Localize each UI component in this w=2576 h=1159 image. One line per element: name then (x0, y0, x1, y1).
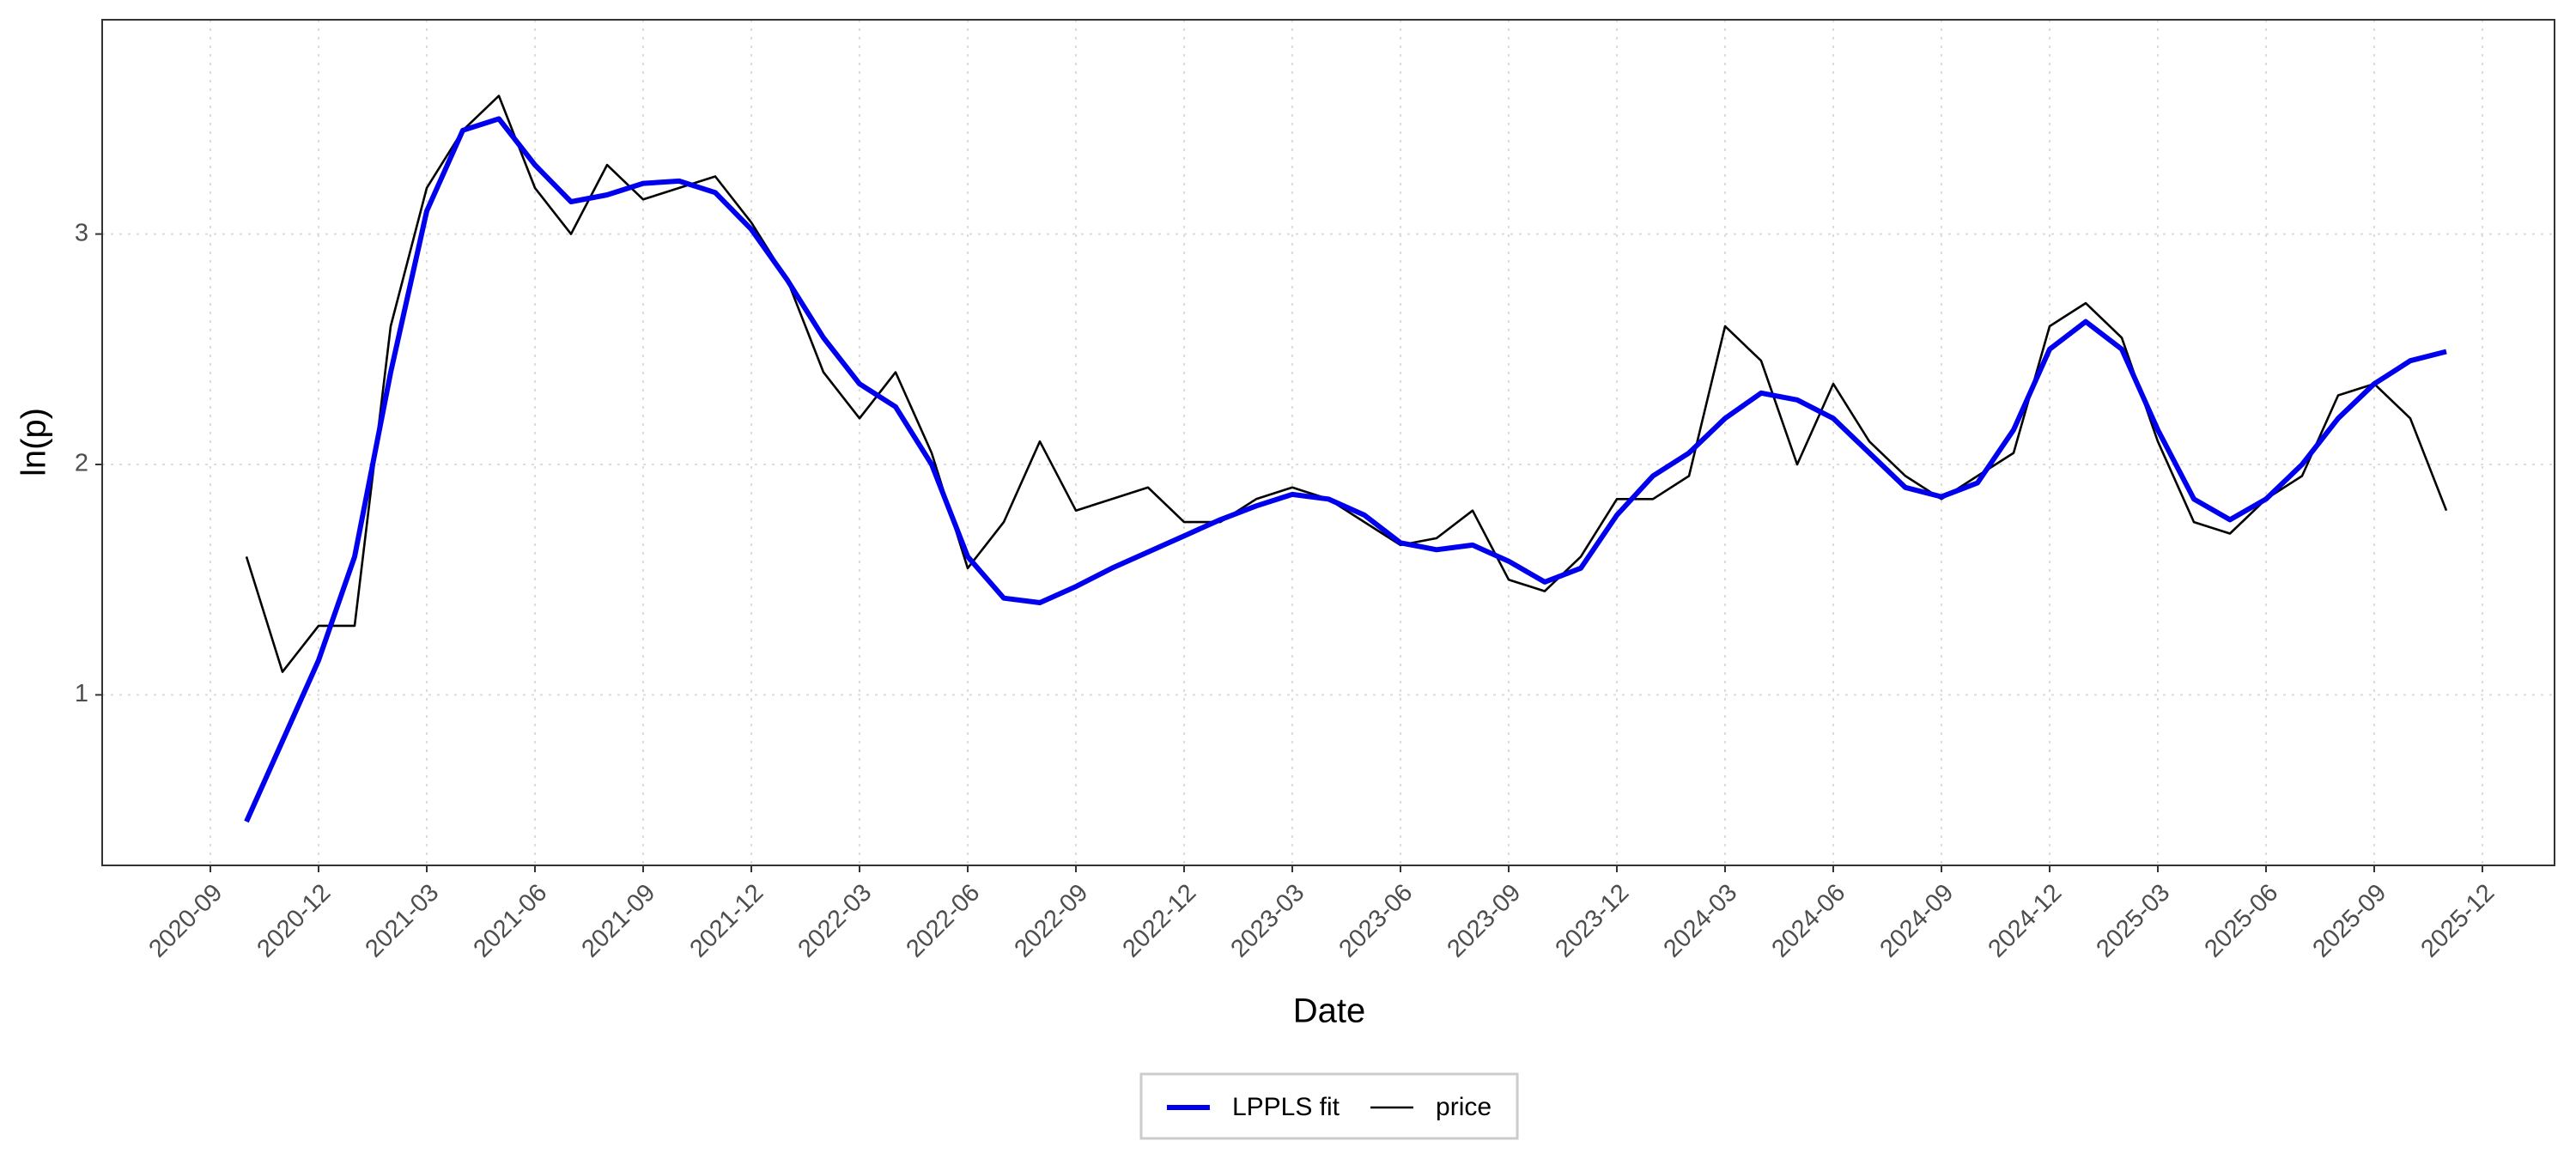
x-tick-label: 2022-09 (1009, 879, 1093, 963)
x-tick-label: 2023-12 (1550, 879, 1634, 963)
y-tick-label: 3 (75, 219, 88, 246)
x-tick-label: 2021-06 (468, 879, 552, 963)
x-tick-label: 2020-09 (143, 879, 228, 963)
y-tick-label: 1 (75, 680, 88, 707)
x-tick-label: 2022-06 (901, 879, 985, 963)
plot-frame (101, 19, 2555, 866)
x-tick-label: 2021-03 (360, 879, 444, 963)
x-tick-label: 2021-09 (576, 879, 660, 963)
x-tick-label: 2025-03 (2091, 879, 2175, 963)
x-tick-label: 2022-12 (1117, 879, 1201, 963)
x-tick-label: 2025-09 (2307, 879, 2391, 963)
x-tick-label: 2024-03 (1658, 879, 1742, 963)
x-tick-label: 2024-09 (1874, 879, 1959, 963)
x-tick-label: 2020-12 (252, 879, 336, 963)
x-tick-label: 2024-12 (1983, 879, 2067, 963)
legend-label: LPPLS fit (1232, 1093, 1340, 1121)
x-axis-title: Date (1293, 992, 1366, 1030)
x-tick-label: 2023-03 (1225, 879, 1309, 963)
series-line (244, 116, 2447, 823)
x-tick-label: 2023-09 (1442, 879, 1526, 963)
x-tick-label: 2021-12 (684, 879, 769, 963)
x-tick-label: 2025-06 (2199, 879, 2283, 963)
y-axis-title: ln(p) (15, 408, 53, 476)
x-tick-label: 2023-06 (1334, 879, 1418, 963)
x-tick-label: 2025-12 (2415, 879, 2500, 963)
x-tick-label: 2022-03 (793, 879, 877, 963)
legend: LPPLS fit price (1139, 1072, 1519, 1140)
y-tick-label: 2 (75, 450, 88, 477)
legend-label: price (1436, 1093, 1492, 1121)
x-tick-label: 2024-06 (1766, 879, 1850, 963)
series-line (245, 94, 2448, 673)
